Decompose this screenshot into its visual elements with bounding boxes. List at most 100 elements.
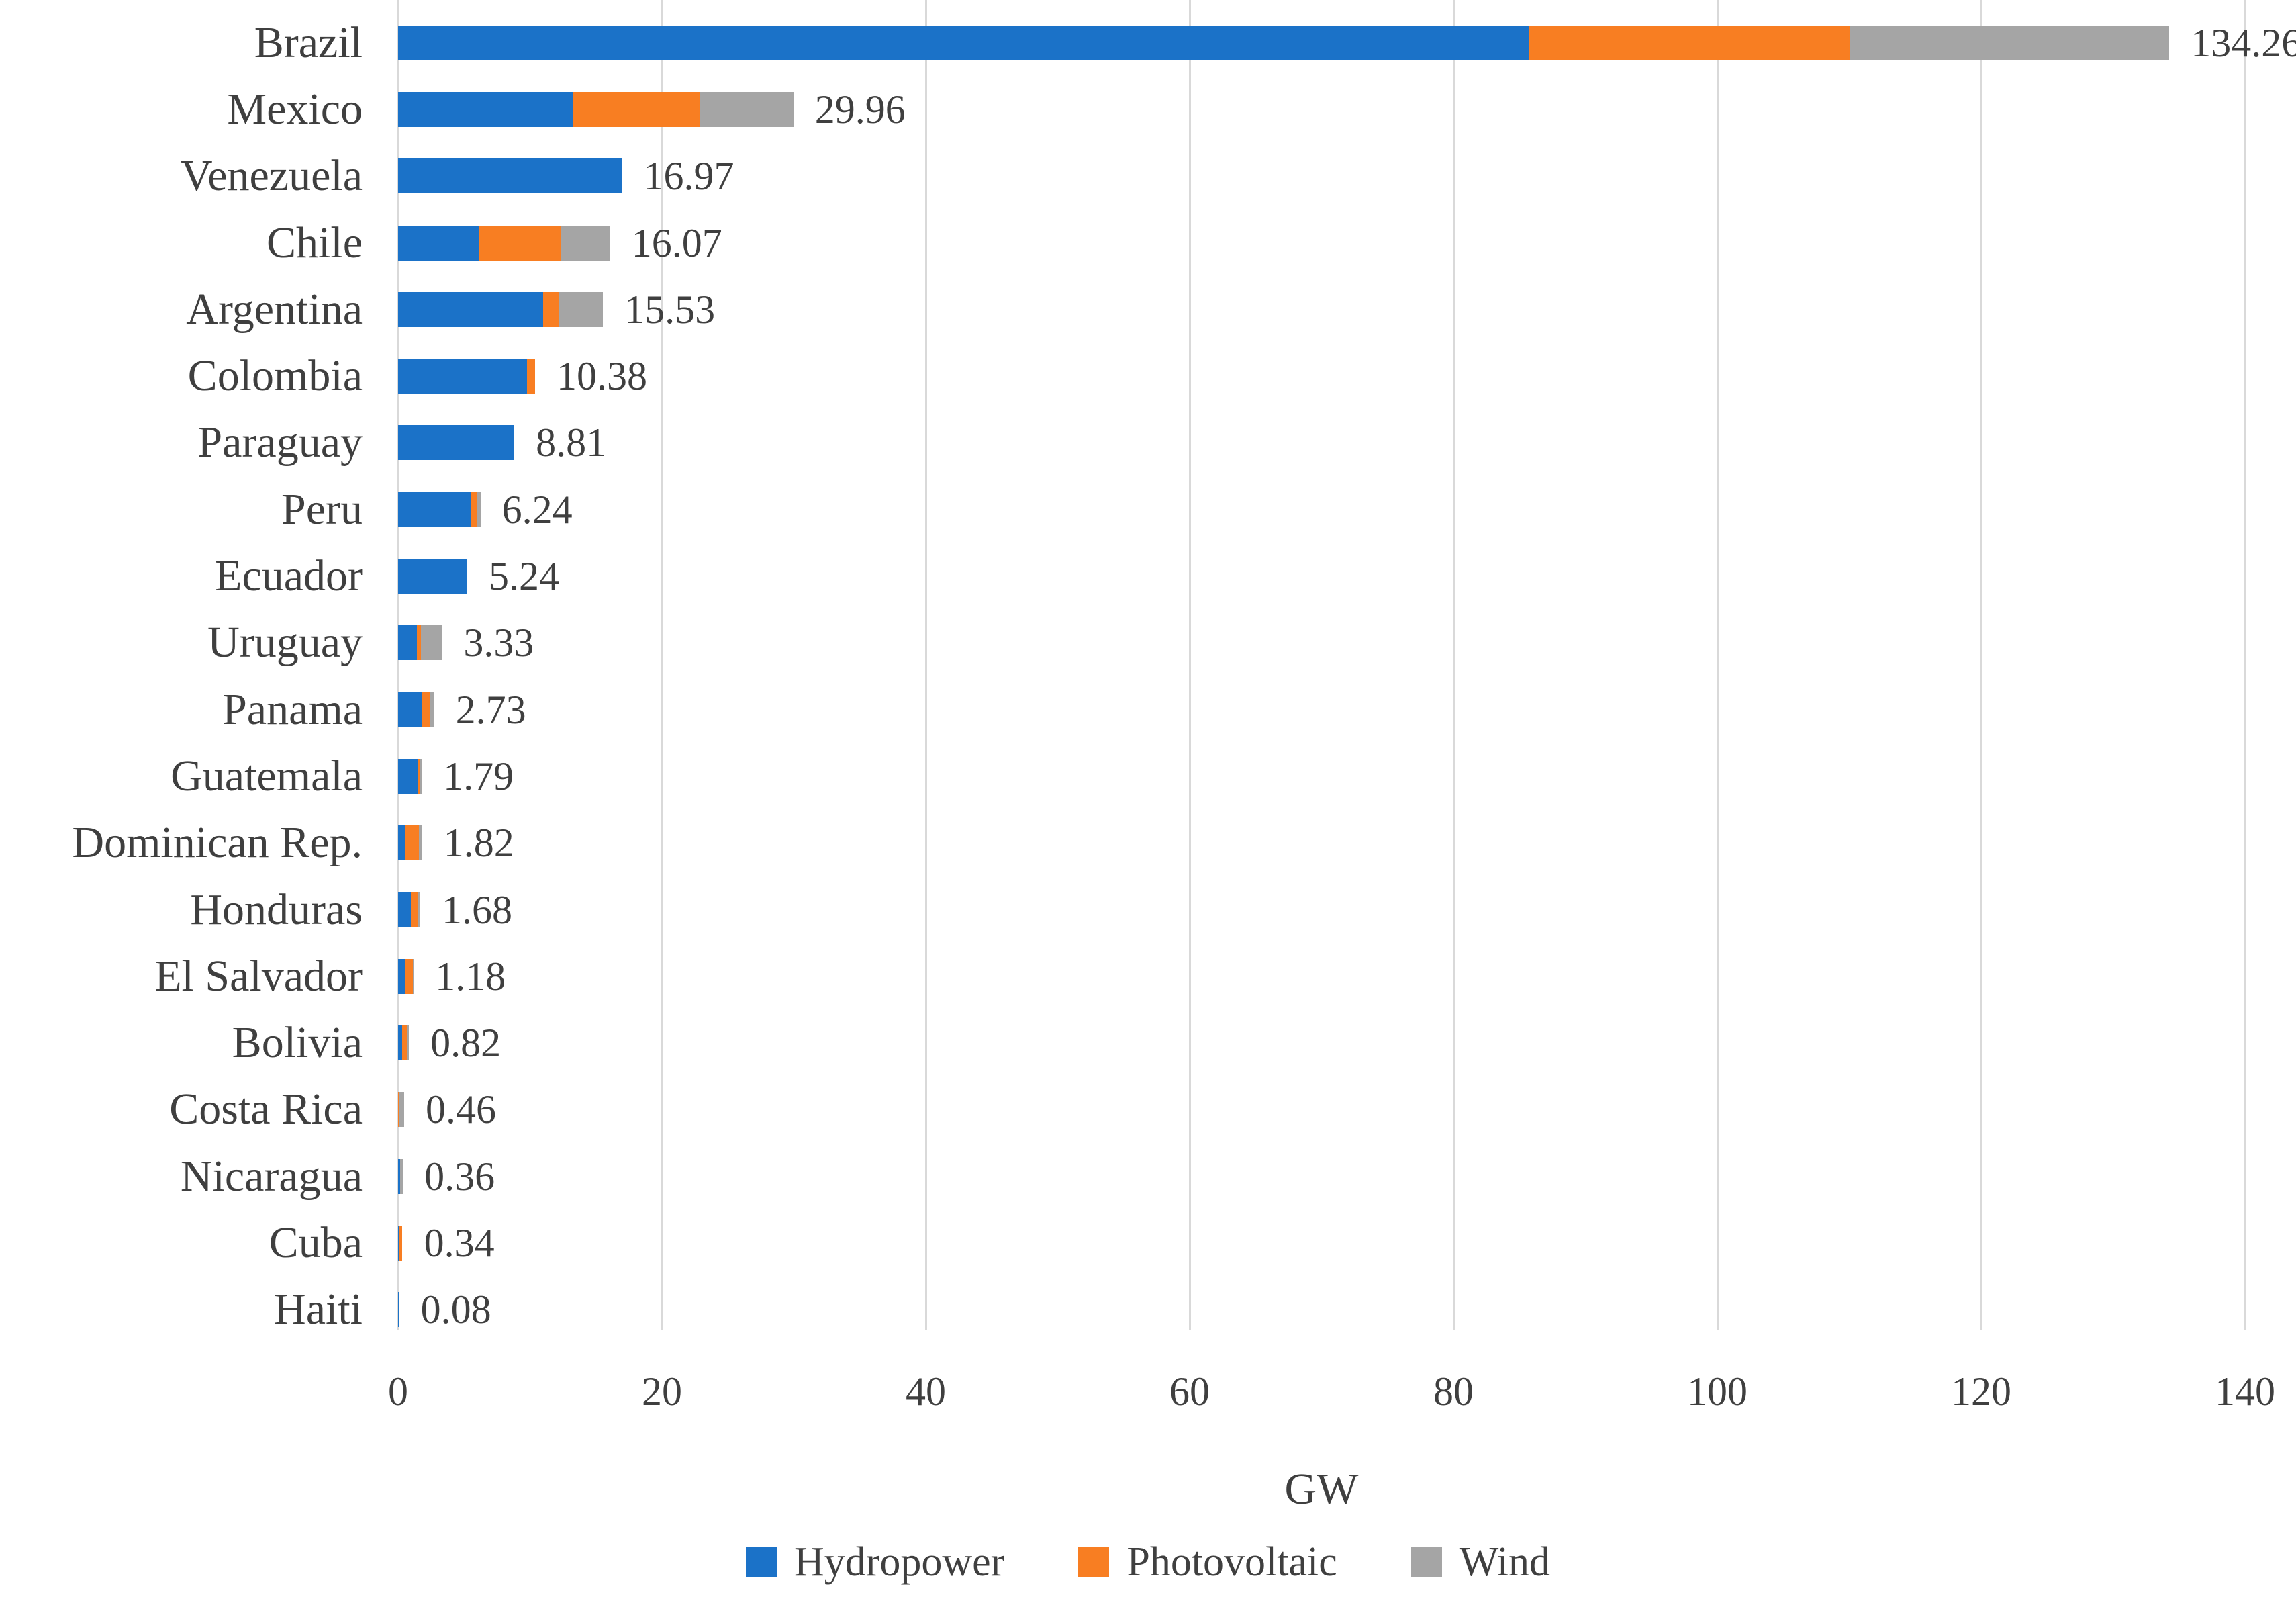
legend-label: Photovoltaic [1127, 1539, 1337, 1585]
value-label: 5.24 [488, 554, 559, 599]
x-tick-label: 120 [1951, 1369, 2011, 1414]
value-label: 0.46 [426, 1087, 497, 1132]
x-tick-label: 100 [1687, 1369, 1748, 1414]
value-label: 10.38 [556, 354, 647, 399]
value-label: 1.68 [442, 887, 512, 932]
bar-segment-photovoltaic [418, 758, 421, 794]
x-tick-label: 60 [1169, 1369, 1210, 1414]
bar-segment-photovoltaic [527, 359, 535, 394]
category-label-mexico: Mexico [227, 84, 363, 134]
gridline-120 [1980, 0, 1982, 1330]
gridline-100 [1716, 0, 1719, 1330]
bar-segment-photovoltaic [478, 225, 561, 261]
gridline-40 [924, 0, 927, 1330]
bar-segment-wind [700, 91, 794, 127]
bar-segment-wind [420, 758, 422, 794]
value-label: 15.53 [624, 287, 716, 332]
bar-segment-hydropower [398, 892, 412, 927]
category-label-argentina: Argentina [186, 284, 363, 334]
bar-segment-wind [400, 1158, 403, 1194]
bar-segment-photovoltaic [471, 492, 477, 527]
bar-segment-hydropower [398, 958, 406, 994]
bar-segment-hydropower [398, 359, 528, 394]
legend-swatch-hydropower [745, 1547, 777, 1577]
value-label: 8.81 [536, 420, 607, 465]
bar-segment-photovoltaic [417, 625, 422, 661]
bar-segment-hydropower [398, 225, 479, 261]
bar-segment-wind [418, 892, 420, 927]
bar-segment-hydropower [398, 1292, 399, 1328]
bar-segment-hydropower [398, 158, 622, 194]
x-tick-label: 40 [906, 1369, 946, 1414]
bar-segment-hydropower [398, 559, 467, 594]
bar-segment-wind [476, 492, 481, 527]
gridline-20 [661, 0, 663, 1330]
category-label-haiti: Haiti [274, 1285, 363, 1334]
value-label: 134.26 [2191, 20, 2296, 65]
gridline-0 [397, 0, 399, 1330]
bar-segment-wind [421, 625, 442, 661]
bar-segment-photovoltaic [411, 892, 419, 927]
legend-label: Wind [1459, 1539, 1551, 1585]
gridline-80 [1452, 0, 1455, 1330]
bar-segment-photovoltaic [398, 1092, 399, 1128]
bar-segment-hydropower [398, 91, 574, 127]
value-label: 1.82 [443, 821, 514, 866]
bar-segment-wind [560, 225, 610, 261]
legend-item-hydropower: Hydropower [745, 1539, 1005, 1585]
bar-segment-photovoltaic [405, 958, 413, 994]
value-label: 1.79 [443, 753, 514, 798]
bar-segment-photovoltaic [543, 291, 559, 327]
category-label-el-salvador: El Salvador [154, 951, 363, 1001]
category-label-chile: Chile [267, 218, 363, 267]
bar-segment-hydropower [398, 825, 405, 861]
x-tick-label: 140 [2215, 1369, 2275, 1414]
category-label-bolivia: Bolivia [232, 1018, 363, 1068]
bar-segment-wind [413, 958, 414, 994]
x-tick-label: 0 [388, 1369, 408, 1414]
legend-swatch-wind [1410, 1547, 1442, 1577]
category-label-costa-rica: Costa Rica [169, 1085, 363, 1134]
bar-segment-hydropower [398, 25, 1529, 60]
bar-segment-hydropower [398, 291, 544, 327]
legend-label: Hydropower [794, 1539, 1005, 1585]
x-tick-label: 20 [642, 1369, 682, 1414]
bar-segment-hydropower [398, 692, 422, 727]
bar-segment-hydropower [398, 1025, 402, 1061]
value-label: 16.97 [643, 154, 734, 199]
category-label-guatemala: Guatemala [171, 751, 363, 800]
legend-swatch-photovoltaic [1078, 1547, 1110, 1577]
category-label-cuba: Cuba [269, 1218, 363, 1268]
category-label-uruguay: Uruguay [207, 618, 363, 668]
category-label-paraguay: Paraguay [197, 418, 363, 467]
value-label: 6.24 [501, 487, 573, 532]
bar-segment-wind [419, 825, 422, 861]
bar-segment-hydropower [398, 492, 471, 527]
value-label: 16.07 [631, 220, 722, 265]
category-label-venezuela: Venezuela [180, 151, 363, 201]
bar-segment-hydropower [398, 758, 418, 794]
value-label: 0.82 [430, 1021, 501, 1066]
bar-segment-photovoltaic [401, 1025, 408, 1061]
x-tick-label: 80 [1433, 1369, 1474, 1414]
bar-segment-hydropower [398, 425, 515, 461]
category-label-peru: Peru [281, 484, 363, 534]
gridline-60 [1188, 0, 1191, 1330]
x-axis-title: GW [1284, 1465, 1359, 1514]
category-label-honduras: Honduras [190, 884, 363, 934]
value-label: 1.18 [435, 954, 506, 999]
category-label-colombia: Colombia [187, 351, 363, 401]
bar-segment-wind [407, 1025, 410, 1061]
bar-segment-photovoltaic [422, 692, 431, 727]
legend-item-wind: Wind [1410, 1539, 1551, 1585]
value-label: 0.36 [424, 1154, 495, 1199]
value-label: 3.33 [463, 621, 534, 666]
bar-segment-photovoltaic [573, 91, 700, 127]
value-label: 0.34 [424, 1221, 495, 1266]
category-label-brazil: Brazil [254, 17, 363, 67]
bar-segment-photovoltaic [1529, 25, 1851, 60]
category-label-dominican-rep-: Dominican Rep. [72, 818, 363, 868]
bar-segment-wind [559, 291, 604, 327]
legend-item-photovoltaic: Photovoltaic [1078, 1541, 1337, 1583]
